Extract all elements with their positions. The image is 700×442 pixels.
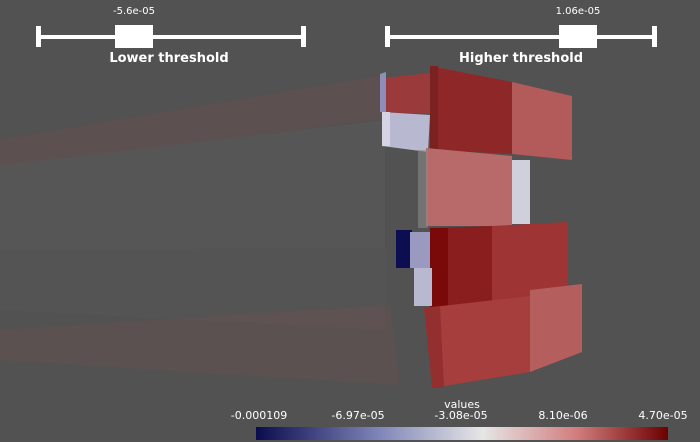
block bbox=[530, 284, 582, 372]
bottom-blocks bbox=[424, 284, 582, 388]
ghost-geometry bbox=[0, 75, 400, 385]
block bbox=[382, 112, 390, 146]
color-legend: values -0.000109 -6.97e-05 -3.08e-05 8.1… bbox=[0, 396, 700, 442]
block bbox=[382, 112, 430, 152]
block bbox=[396, 230, 412, 268]
colorbar-tick: -6.97e-05 bbox=[331, 409, 385, 422]
block bbox=[414, 268, 432, 306]
higher-threshold-value: 1.06e-05 bbox=[555, 6, 601, 17]
block bbox=[380, 72, 386, 112]
colorbar-tick: -3.08e-05 bbox=[434, 409, 488, 422]
top-blocks bbox=[380, 66, 572, 160]
block bbox=[424, 306, 444, 388]
higher-threshold-slider[interactable]: 1.06e-05 Higher threshold bbox=[385, 0, 657, 80]
slider-track[interactable] bbox=[385, 35, 657, 39]
block bbox=[430, 66, 512, 154]
colorbar-tick: -0.000109 bbox=[230, 409, 288, 422]
colorbar-gradient bbox=[256, 427, 668, 440]
ghost-band-lower bbox=[0, 248, 385, 330]
block bbox=[430, 66, 438, 150]
block bbox=[418, 150, 428, 228]
slider-right-cap bbox=[652, 26, 657, 47]
block bbox=[426, 148, 512, 226]
colorbar-tick: 4.70e-05 bbox=[638, 409, 688, 422]
slider-track[interactable] bbox=[36, 35, 306, 39]
lower-blocks bbox=[396, 222, 568, 308]
block bbox=[512, 82, 572, 160]
lower-threshold-value: -5.6e-05 bbox=[113, 6, 155, 17]
block bbox=[492, 222, 568, 302]
block bbox=[512, 160, 530, 224]
colorbar-title: values bbox=[444, 398, 480, 411]
lower-threshold-slider[interactable]: -5.6e-05 Lower threshold bbox=[36, 0, 306, 80]
lower-threshold-knob[interactable] bbox=[115, 25, 153, 48]
block bbox=[430, 228, 448, 308]
ghost-band-middle bbox=[0, 120, 385, 250]
lower-threshold-label: Lower threshold bbox=[109, 51, 229, 66]
colorbar-tick: 8.10e-06 bbox=[538, 409, 588, 422]
higher-threshold-label: Higher threshold bbox=[458, 51, 584, 66]
block bbox=[410, 232, 430, 268]
higher-threshold-knob[interactable] bbox=[559, 25, 597, 48]
ghost-band-bottom bbox=[0, 305, 400, 385]
middle-blocks bbox=[418, 148, 530, 228]
ghost-band-top bbox=[0, 75, 385, 170]
block bbox=[382, 73, 430, 114]
block bbox=[424, 296, 530, 388]
slider-right-cap bbox=[301, 26, 306, 47]
